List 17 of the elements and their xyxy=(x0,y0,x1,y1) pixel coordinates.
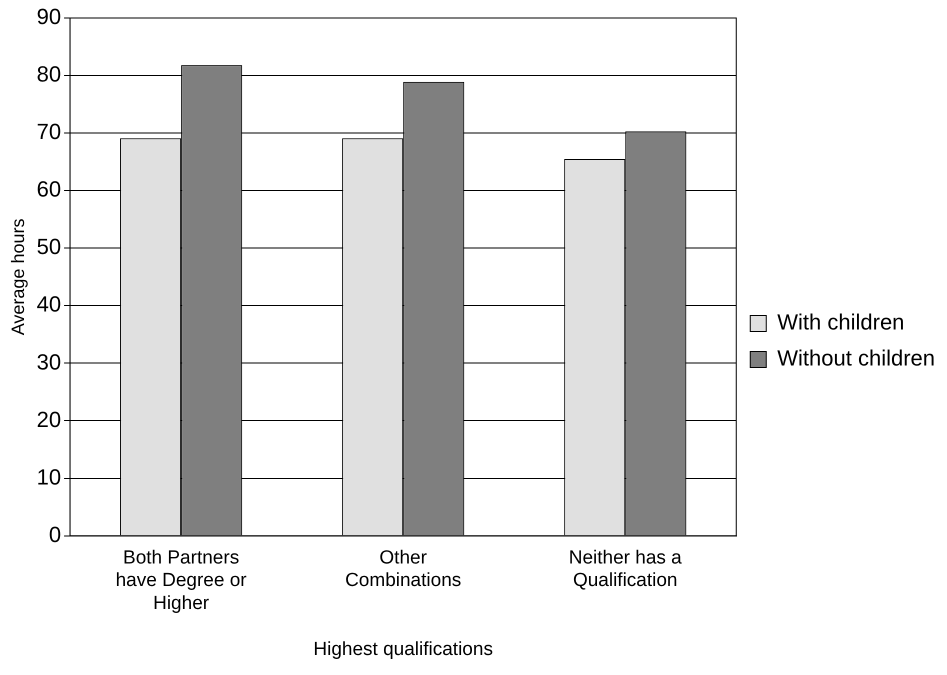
y-tick-label: 30 xyxy=(36,349,62,374)
y-axis-title: Average hours xyxy=(8,218,28,336)
x-tick-label: Other Combinations xyxy=(345,547,462,592)
x-tick-label: Both Partners have Degree or Higher xyxy=(116,547,248,614)
y-tick-label: 0 xyxy=(48,522,62,547)
y-tick-label: 40 xyxy=(36,292,62,317)
y-tick-label: 20 xyxy=(36,406,62,432)
y-tick-label: 10 xyxy=(36,464,62,490)
legend-label: Without children xyxy=(777,346,936,371)
x-axis-title: Highest qualifications xyxy=(313,638,493,660)
y-tick-label: 60 xyxy=(36,176,62,202)
legend-label: With children xyxy=(777,310,904,335)
y-tick-label: 90 xyxy=(36,4,62,30)
y-tick-label: 70 xyxy=(36,119,62,144)
y-tick-label: 80 xyxy=(36,62,62,87)
x-tick-label: Neither has a Qualification xyxy=(568,547,682,592)
y-tick-label: 50 xyxy=(36,234,62,260)
